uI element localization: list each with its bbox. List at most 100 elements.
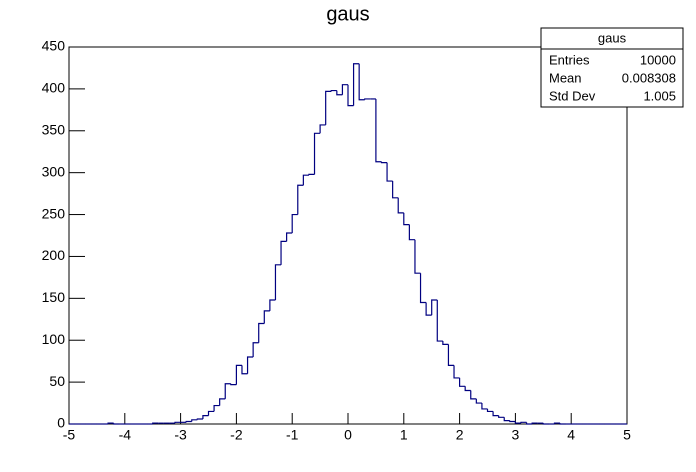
histogram-bin bbox=[286, 232, 293, 242]
stats-title: gaus bbox=[598, 30, 627, 45]
histogram-bin bbox=[470, 390, 477, 400]
histogram-bin bbox=[113, 423, 120, 425]
y-tick-label: 300 bbox=[42, 163, 66, 179]
x-tick-label: -2 bbox=[230, 427, 243, 443]
histogram-bin bbox=[230, 383, 237, 386]
y-tick-label: 150 bbox=[42, 289, 66, 305]
histogram-bin bbox=[269, 299, 276, 311]
chart-title: gaus bbox=[326, 3, 369, 25]
x-tick-label: 1 bbox=[400, 427, 408, 443]
histogram-bin bbox=[531, 422, 538, 424]
y-tick-label: 350 bbox=[42, 121, 66, 137]
histogram-bin bbox=[297, 184, 304, 215]
histogram-bin bbox=[263, 310, 270, 324]
histogram-bin bbox=[553, 422, 561, 424]
histogram-bin bbox=[224, 383, 231, 399]
x-tick-label: -4 bbox=[119, 427, 132, 443]
histogram-bin bbox=[252, 342, 259, 357]
x-tick-label: 5 bbox=[623, 427, 631, 443]
histogram-bin bbox=[241, 365, 248, 375]
histogram-bin bbox=[352, 63, 360, 106]
histogram-bin bbox=[219, 398, 226, 406]
histogram-bin bbox=[520, 421, 527, 424]
histogram-bin bbox=[291, 213, 298, 233]
histogram-bin bbox=[196, 418, 203, 420]
stats-box: gaus Entries 10000 Mean 0.008308 Std Dev… bbox=[540, 27, 684, 108]
x-tick-label: -5 bbox=[63, 427, 76, 443]
x-tick-label: -1 bbox=[286, 427, 299, 443]
x-tick-label: -3 bbox=[174, 427, 187, 443]
histogram-bin bbox=[397, 197, 404, 214]
histogram-bin bbox=[207, 410, 215, 416]
histogram-bin bbox=[313, 132, 321, 175]
histogram-bin bbox=[503, 417, 510, 422]
histogram-bin bbox=[380, 161, 388, 164]
y-tick-label: 450 bbox=[42, 38, 66, 54]
histogram-bin bbox=[453, 365, 460, 379]
histogram-bin bbox=[174, 421, 181, 424]
histogram-bin bbox=[386, 162, 393, 182]
histogram-bin bbox=[492, 411, 499, 417]
histogram-bin bbox=[235, 364, 242, 385]
y-tick-label: 50 bbox=[49, 373, 65, 389]
histogram-bin bbox=[486, 408, 494, 413]
stats-value: 0.008308 bbox=[622, 70, 676, 85]
stats-label: Entries bbox=[549, 52, 590, 67]
histogram-bin bbox=[542, 423, 549, 425]
histogram-bin bbox=[431, 299, 438, 316]
histogram-bin bbox=[447, 344, 455, 366]
x-tick-label: 3 bbox=[512, 427, 520, 443]
stats-value: 10000 bbox=[640, 52, 676, 67]
histogram-bin bbox=[336, 90, 343, 96]
histogram-bin bbox=[408, 224, 415, 241]
histogram-bin bbox=[308, 173, 315, 176]
histogram-bin bbox=[302, 174, 309, 186]
histogram-bin bbox=[498, 415, 505, 418]
histogram-bin bbox=[213, 404, 220, 412]
histogram-bin bbox=[319, 124, 326, 134]
stats-label: Mean bbox=[549, 70, 582, 85]
y-tick-label: 400 bbox=[42, 80, 66, 96]
histogram-bin bbox=[436, 300, 443, 342]
histogram-bin bbox=[464, 386, 471, 392]
histogram-bin bbox=[347, 84, 354, 107]
y-tick-label: 200 bbox=[42, 247, 66, 263]
histogram-bin bbox=[475, 398, 482, 404]
histogram-bin bbox=[375, 98, 382, 163]
histogram-bin bbox=[152, 422, 159, 424]
histogram-bin bbox=[280, 240, 287, 265]
histogram-bin bbox=[202, 415, 209, 419]
histogram-bin bbox=[414, 239, 421, 274]
y-tick-label: 100 bbox=[42, 331, 66, 347]
stats-frame bbox=[540, 27, 684, 108]
histogram-bin bbox=[403, 212, 410, 226]
stats-value: 1.005 bbox=[643, 88, 676, 103]
histogram-bin bbox=[442, 341, 449, 346]
x-tick-label: 4 bbox=[567, 427, 575, 443]
histogram-bin bbox=[514, 421, 521, 424]
x-tick-label: 2 bbox=[456, 427, 464, 443]
histogram-bin bbox=[358, 63, 365, 101]
histogram-bin bbox=[364, 98, 371, 100]
x-tick-label: 0 bbox=[344, 427, 352, 443]
stats-label: Std Dev bbox=[549, 88, 596, 103]
histogram-bin bbox=[392, 181, 399, 199]
histogram-bin bbox=[425, 302, 432, 316]
histogram-bin bbox=[246, 356, 254, 374]
histogram-bin bbox=[559, 423, 566, 425]
histogram-bin bbox=[325, 90, 332, 125]
histogram-bin bbox=[274, 264, 282, 301]
histogram-bin bbox=[330, 89, 337, 92]
y-tick-label: 0 bbox=[57, 415, 65, 431]
histogram-bin bbox=[341, 84, 348, 95]
histogram-bin bbox=[191, 419, 198, 422]
histogram-bin bbox=[509, 420, 516, 423]
histogram-bin bbox=[258, 322, 265, 343]
histogram-bin bbox=[107, 422, 114, 424]
histogram-bin bbox=[525, 422, 533, 425]
histogram-bin bbox=[419, 273, 427, 304]
y-tick-label: 250 bbox=[42, 205, 66, 221]
histogram-bin bbox=[459, 377, 466, 387]
histogram-bin bbox=[185, 420, 192, 423]
